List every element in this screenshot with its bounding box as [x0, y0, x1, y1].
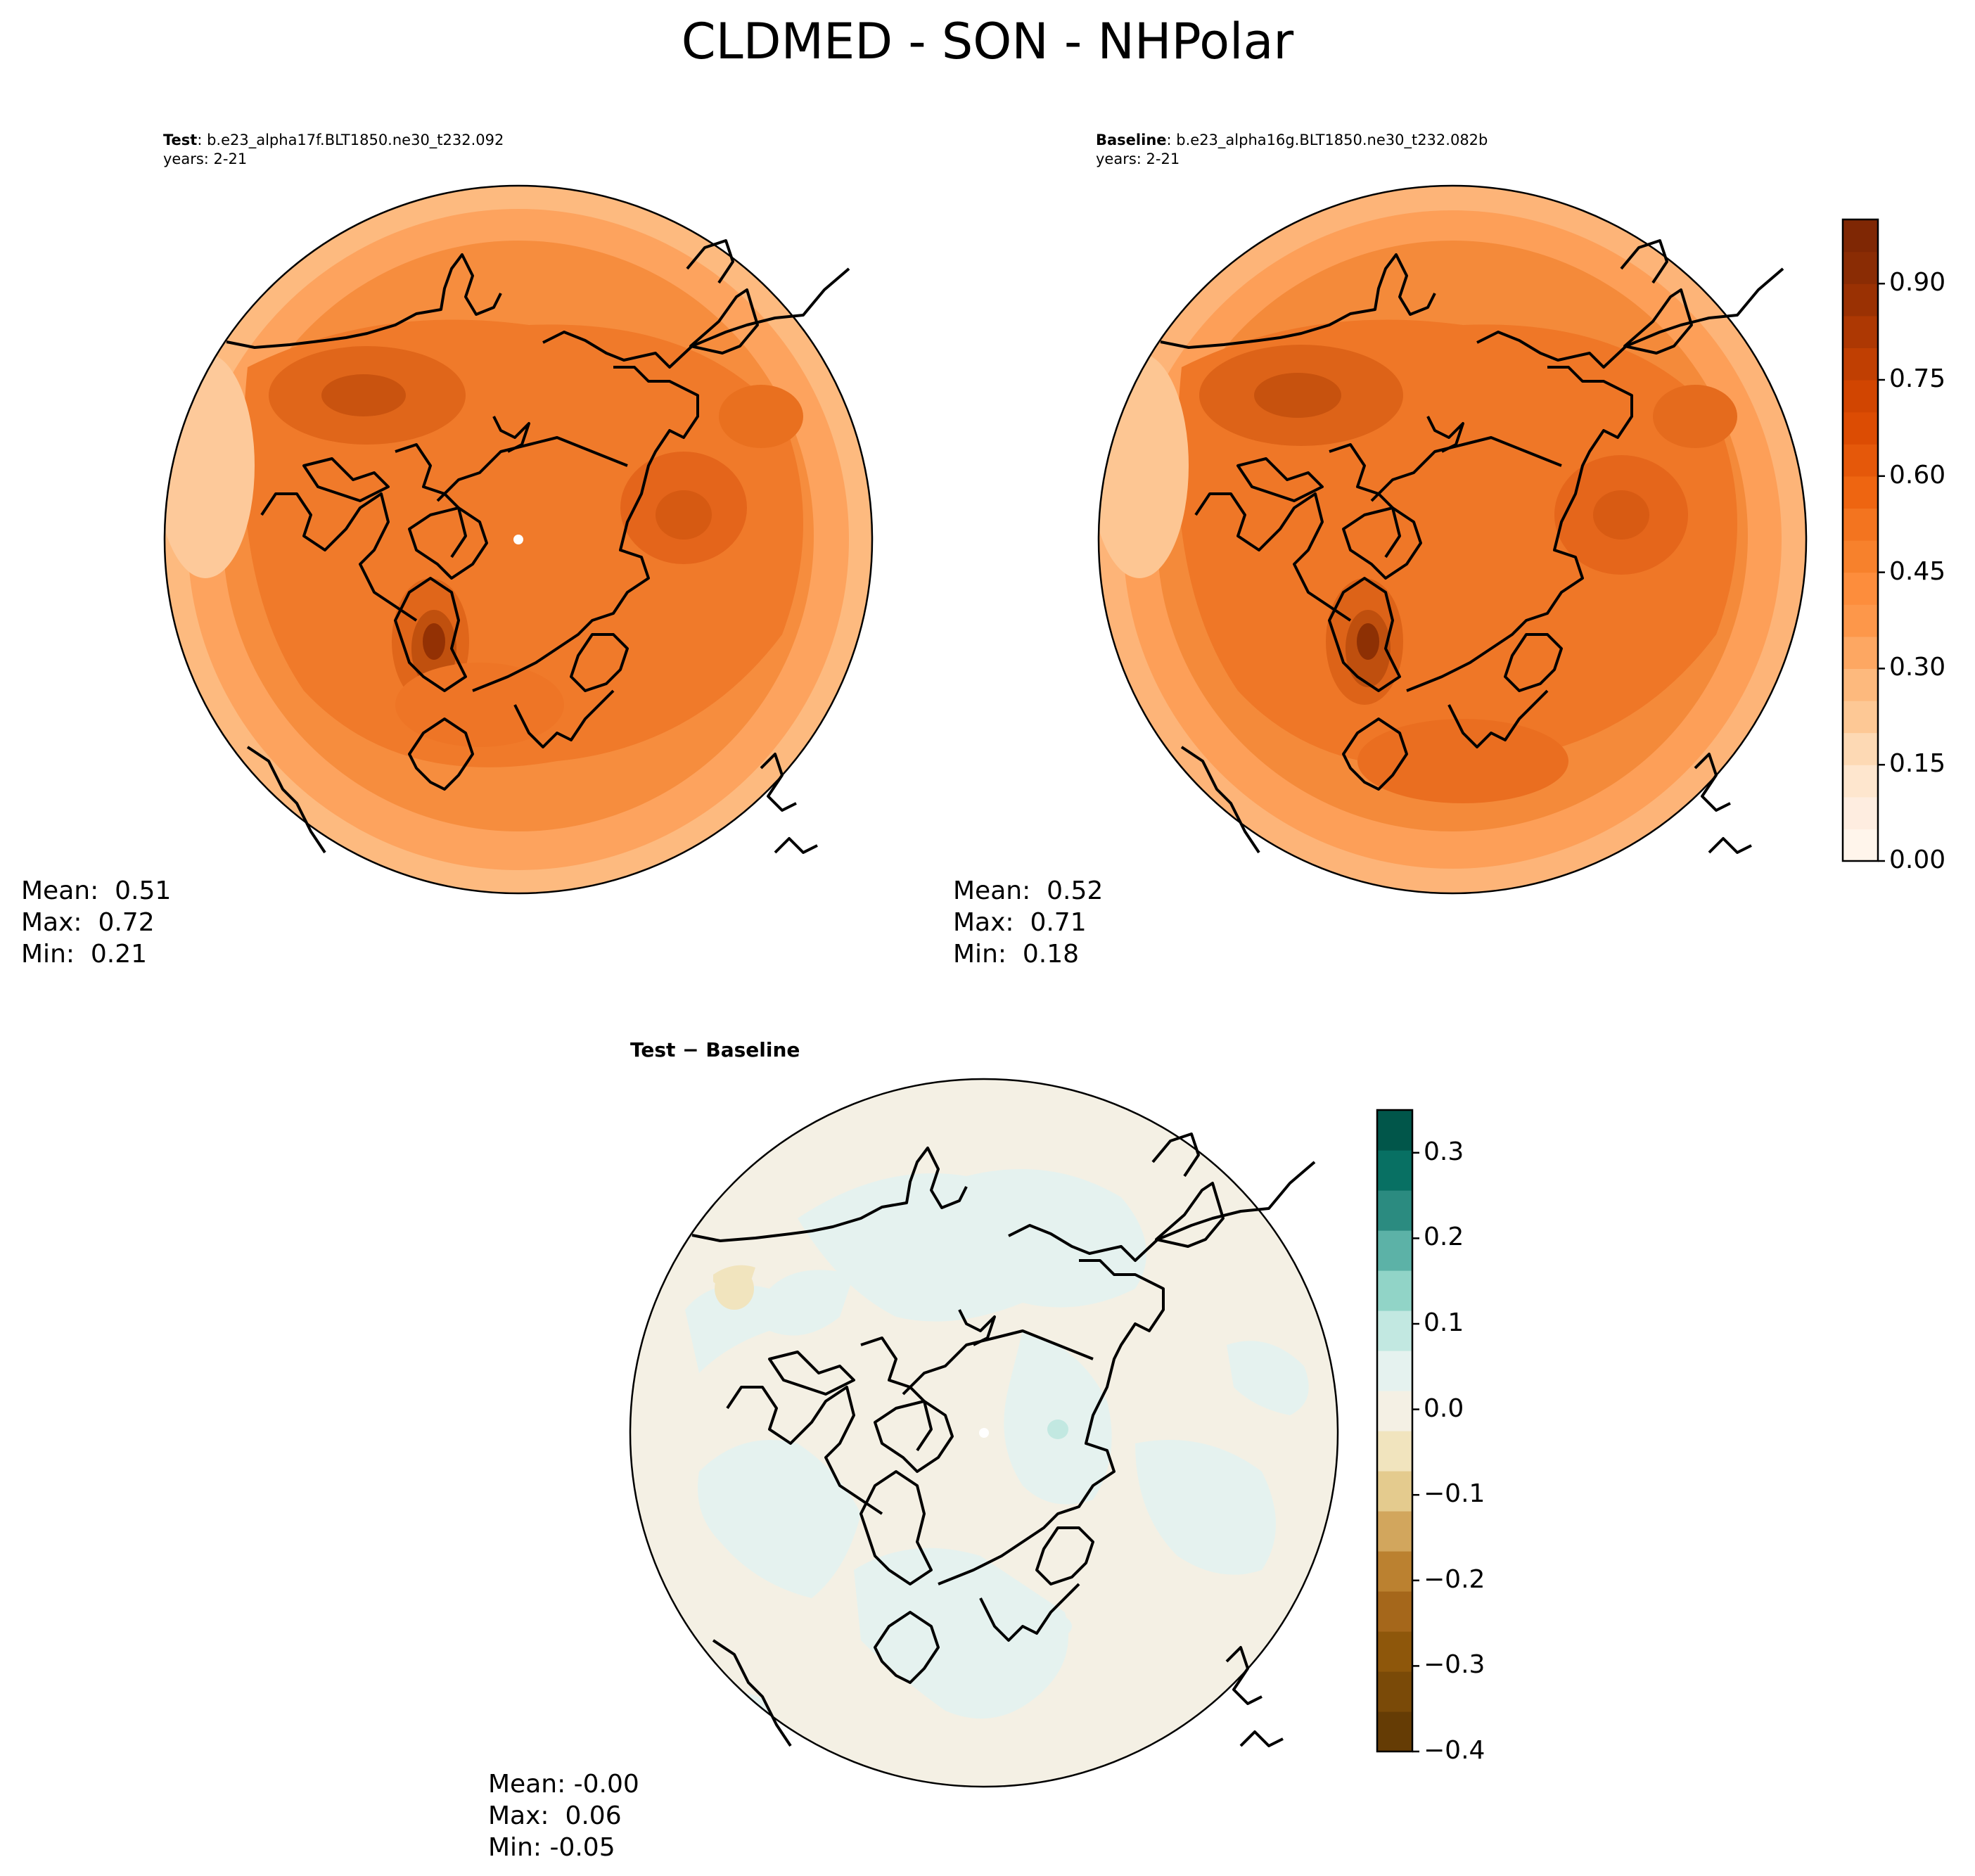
baseline-max: Max: 0.71	[953, 908, 1087, 937]
difference-colorbar	[1376, 1109, 1419, 1753]
difference-colorbar-segment	[1377, 1190, 1412, 1231]
main-colorbar-segment	[1843, 701, 1878, 734]
main-colorbar-tick-label: 0.90	[1889, 268, 1946, 298]
main-colorbar-segment	[1843, 604, 1878, 637]
difference-mean: Mean: -0.00	[488, 1770, 639, 1799]
main-colorbar-tick-label: 0.75	[1889, 364, 1946, 393]
difference-min: Min: -0.05	[488, 1833, 615, 1862]
difference-stats: Mean: -0.00 Max: 0.06 Min: -0.05	[488, 1768, 639, 1863]
difference-title-test: Test	[630, 1038, 676, 1061]
baseline-min: Min: 0.18	[953, 940, 1080, 969]
main-colorbar-tick-label: 0.15	[1889, 749, 1946, 779]
difference-colorbar-frame	[1376, 1109, 1414, 1753]
main-colorbar-segment	[1843, 444, 1878, 477]
difference-colorbar-segment	[1377, 1711, 1412, 1752]
main-colorbar-segment	[1843, 283, 1878, 317]
baseline-case-name: : b.e23_alpha16g.BLT1850.ne30_t232.082b	[1166, 132, 1488, 148]
difference-colorbar-segment	[1377, 1230, 1412, 1271]
main-colorbar-tick-label: 0.60	[1889, 460, 1946, 490]
difference-colorbar-segment	[1377, 1591, 1412, 1632]
test-panel-title: Test: b.e23_alpha17f.BLT1850.ne30_t232.0…	[163, 131, 504, 150]
difference-max: Max: 0.06	[488, 1801, 622, 1830]
test-stats: Mean: 0.51 Max: 0.72 Min: 0.21	[21, 875, 171, 970]
difference-colorbar-segment	[1377, 1150, 1412, 1191]
difference-colorbar-segment	[1377, 1110, 1412, 1151]
difference-title-baseline: Baseline	[705, 1038, 800, 1061]
main-colorbar	[1841, 218, 1885, 862]
baseline-mean: Mean: 0.52	[953, 876, 1104, 905]
test-case-name: : b.e23_alpha17f.BLT1850.ne30_t232.092	[197, 132, 504, 148]
main-colorbar-segment	[1843, 796, 1878, 829]
main-colorbar-tick-label: 0.30	[1889, 653, 1946, 682]
difference-panel-title: Test − Baseline	[630, 1038, 800, 1061]
figure-title: CLDMED - SON - NHPolar	[681, 13, 1294, 70]
baseline-panel-title: Baseline: b.e23_alpha16g.BLT1850.ne30_t2…	[1096, 131, 1488, 150]
difference-colorbar-segment	[1377, 1511, 1412, 1552]
main-colorbar-segment	[1843, 668, 1878, 701]
difference-colorbar-tick-label: 0.2	[1424, 1223, 1464, 1252]
difference-colorbar-tick-label: −0.4	[1424, 1736, 1485, 1765]
difference-colorbar-segment	[1377, 1270, 1412, 1311]
baseline-map	[1097, 184, 1808, 895]
difference-colorbar-segment	[1377, 1631, 1412, 1672]
main-colorbar-tick-label: 0.00	[1889, 846, 1946, 874]
difference-colorbar-segment	[1377, 1471, 1412, 1512]
difference-colorbar-tick-label: 0.1	[1424, 1308, 1464, 1337]
main-colorbar-segment	[1843, 636, 1878, 669]
main-colorbar-segment	[1843, 829, 1878, 862]
main-colorbar-frame	[1841, 218, 1879, 862]
test-label: Test	[163, 132, 198, 148]
difference-colorbar-segment	[1377, 1351, 1412, 1391]
test-min: Min: 0.21	[21, 940, 148, 969]
difference-colorbar-tick-label: 0.0	[1424, 1393, 1464, 1423]
difference-colorbar-tick-label: −0.3	[1424, 1650, 1485, 1680]
main-colorbar-tick-label: 0.45	[1889, 556, 1946, 586]
difference-colorbar-segment	[1377, 1391, 1412, 1431]
difference-colorbar-tick-label: −0.2	[1424, 1564, 1485, 1594]
main-colorbar-segment	[1843, 540, 1878, 573]
test-map	[163, 184, 874, 895]
difference-title-operator: −	[675, 1038, 706, 1061]
main-colorbar-segment	[1843, 476, 1878, 509]
main-colorbar-segment	[1843, 572, 1878, 605]
baseline-years: years: 2-21	[1096, 151, 1180, 167]
main-colorbar-segment	[1843, 411, 1878, 445]
main-colorbar-segment	[1843, 219, 1878, 253]
north-pole-marker	[513, 535, 523, 544]
main-colorbar-segment	[1843, 508, 1878, 541]
test-max: Max: 0.72	[21, 908, 155, 937]
difference-colorbar-tick-label: 0.3	[1424, 1137, 1464, 1166]
main-colorbar-segment	[1843, 347, 1878, 381]
difference-map	[629, 1078, 1339, 1788]
main-colorbar-segment	[1843, 315, 1878, 348]
test-mean: Mean: 0.51	[21, 876, 172, 905]
baseline-stats: Mean: 0.52 Max: 0.71 Min: 0.18	[953, 875, 1103, 970]
difference-colorbar-tick-label: −0.1	[1424, 1479, 1485, 1509]
main-colorbar-segment	[1843, 380, 1878, 413]
test-years: years: 2-21	[163, 151, 248, 167]
main-colorbar-segment	[1843, 732, 1878, 765]
baseline-label: Baseline	[1096, 132, 1167, 148]
difference-colorbar-segment	[1377, 1431, 1412, 1472]
difference-colorbar-segment	[1377, 1310, 1412, 1351]
main-colorbar-segment	[1843, 765, 1878, 798]
main-colorbar-segment	[1843, 251, 1878, 284]
difference-colorbar-segment	[1377, 1671, 1412, 1712]
difference-colorbar-segment	[1377, 1551, 1412, 1592]
